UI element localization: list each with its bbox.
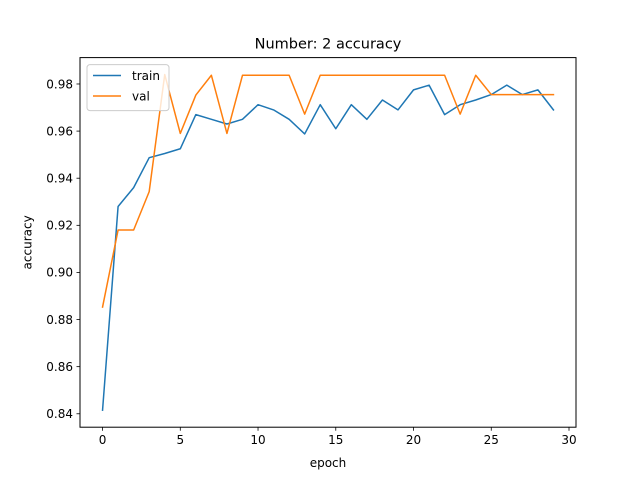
y-tick-label: 0.84 (46, 407, 73, 421)
y-axis-ticks: 0.84 0.86 0.88 0.90 0.92 0.94 0.96 0.98 (46, 77, 80, 421)
y-tick-label: 0.88 (46, 313, 73, 327)
chart-title: Number: 2 accuracy (255, 37, 402, 53)
x-tick-label: 5 (176, 433, 184, 447)
legend-label-val: val (132, 89, 150, 103)
x-tick-label: 0 (99, 433, 107, 447)
y-tick-label: 0.92 (46, 219, 73, 233)
x-tick-label: 30 (561, 433, 576, 447)
x-tick-label: 25 (484, 433, 499, 447)
y-tick-label: 0.86 (46, 360, 73, 374)
y-tick-label: 0.90 (46, 266, 73, 280)
series-line-train (101, 84, 555, 412)
x-axis-ticks: 0 5 10 15 20 25 30 (99, 427, 577, 447)
y-tick-label: 0.96 (46, 124, 73, 138)
x-tick-label: 15 (328, 433, 343, 447)
y-tick-label: 0.94 (46, 172, 73, 186)
y-axis-label: accuracy (21, 215, 35, 269)
series-line-val (101, 73, 555, 308)
x-axis-label: epoch (310, 456, 347, 470)
x-tick-label: 20 (406, 433, 421, 447)
plot-frame (79, 57, 577, 428)
series-lines (101, 73, 555, 412)
y-tick-label: 0.98 (46, 77, 73, 91)
x-tick-label: 10 (250, 433, 265, 447)
legend: train val (86, 64, 170, 112)
legend-label-train: train (132, 69, 160, 83)
